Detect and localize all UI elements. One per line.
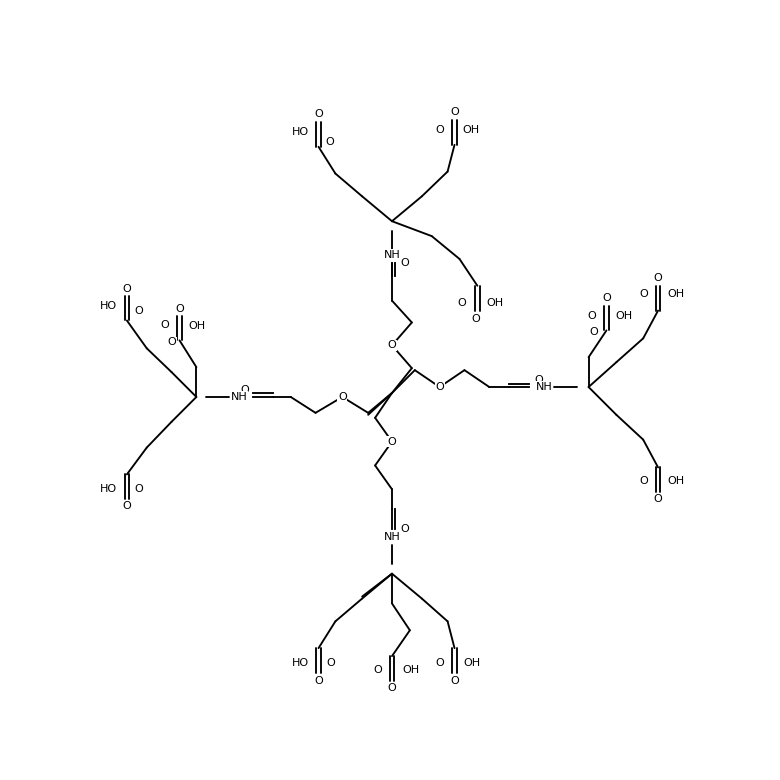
Text: O: O: [400, 524, 409, 534]
Text: OH: OH: [402, 665, 419, 675]
Text: O: O: [240, 385, 249, 395]
Text: OH: OH: [667, 477, 684, 487]
Text: O: O: [388, 437, 396, 447]
Text: NH: NH: [384, 532, 400, 542]
Text: O: O: [176, 303, 184, 314]
Text: O: O: [588, 310, 597, 321]
Text: O: O: [327, 658, 335, 668]
Text: O: O: [450, 676, 459, 686]
Text: NH: NH: [384, 250, 400, 260]
Text: O: O: [654, 273, 662, 283]
Text: O: O: [590, 328, 598, 338]
Text: O: O: [388, 340, 396, 350]
Text: O: O: [400, 258, 409, 268]
Text: O: O: [122, 502, 131, 511]
Text: O: O: [338, 392, 347, 402]
Text: OH: OH: [486, 298, 503, 307]
Text: HO: HO: [100, 300, 117, 310]
Text: O: O: [458, 298, 466, 307]
Text: O: O: [471, 314, 480, 324]
Text: HO: HO: [100, 484, 117, 495]
Text: O: O: [436, 658, 445, 668]
Text: O: O: [435, 382, 444, 392]
Text: O: O: [602, 292, 611, 303]
Text: O: O: [135, 484, 144, 495]
Text: O: O: [640, 477, 648, 487]
Text: HO: HO: [292, 127, 309, 136]
Text: O: O: [161, 321, 169, 331]
Text: O: O: [450, 107, 459, 117]
Text: OH: OH: [463, 125, 480, 135]
Text: OH: OH: [189, 321, 206, 331]
Text: O: O: [640, 289, 648, 299]
Text: O: O: [122, 284, 131, 294]
Text: OH: OH: [463, 658, 480, 668]
Text: O: O: [436, 125, 445, 135]
Text: O: O: [135, 306, 144, 316]
Text: NH: NH: [536, 382, 552, 392]
Text: O: O: [314, 676, 323, 686]
Text: O: O: [168, 337, 176, 347]
Text: O: O: [325, 136, 334, 147]
Text: O: O: [374, 665, 382, 675]
Text: HO: HO: [292, 658, 309, 668]
Text: OH: OH: [615, 310, 633, 321]
Text: O: O: [314, 109, 323, 119]
Text: O: O: [654, 495, 662, 504]
Text: O: O: [534, 375, 543, 385]
Text: OH: OH: [667, 289, 684, 299]
Text: O: O: [388, 682, 396, 693]
Text: NH: NH: [231, 392, 247, 402]
